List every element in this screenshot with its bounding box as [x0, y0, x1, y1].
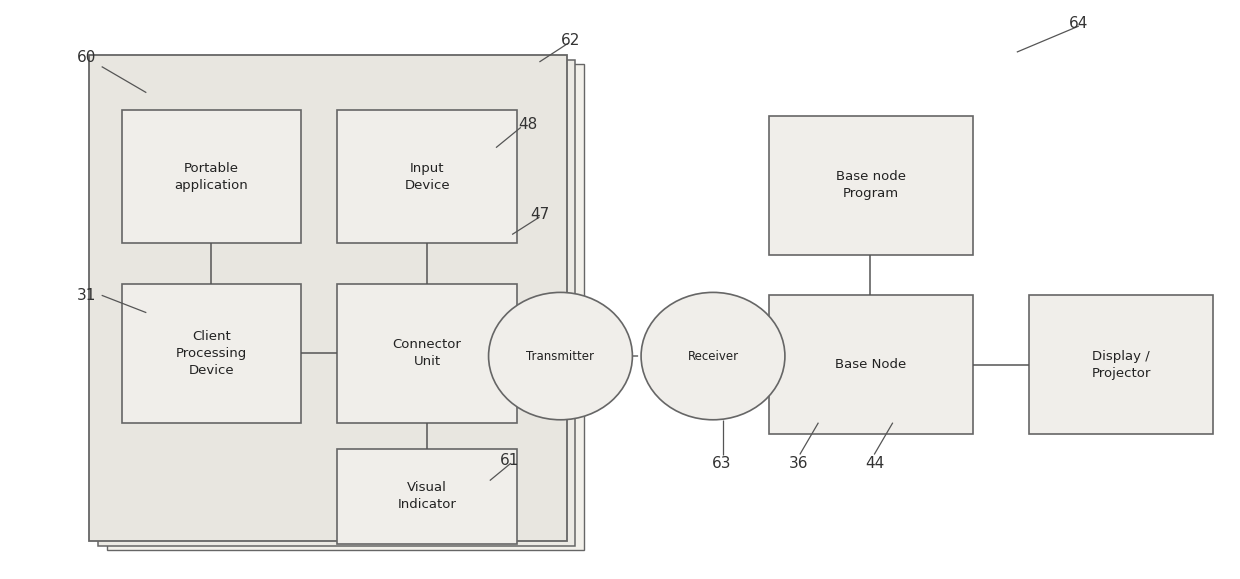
Text: Portable
application: Portable application — [175, 162, 248, 192]
Text: Connector
Unit: Connector Unit — [393, 338, 461, 368]
Text: Visual
Indicator: Visual Indicator — [398, 482, 456, 511]
Text: 47: 47 — [531, 207, 551, 222]
Text: 64: 64 — [1069, 16, 1089, 31]
Ellipse shape — [489, 292, 632, 420]
Text: Display /
Projector: Display / Projector — [1091, 350, 1151, 380]
Text: Base node
Program: Base node Program — [836, 170, 906, 200]
Text: 31: 31 — [77, 288, 97, 303]
Ellipse shape — [641, 292, 785, 420]
Text: Input
Device: Input Device — [404, 162, 450, 192]
Text: Base Node: Base Node — [836, 358, 906, 371]
Text: 44: 44 — [866, 456, 885, 471]
FancyBboxPatch shape — [89, 55, 567, 541]
Text: 60: 60 — [77, 50, 97, 65]
Text: 48: 48 — [518, 117, 538, 132]
Text: 62: 62 — [560, 33, 580, 48]
Text: 36: 36 — [789, 456, 808, 471]
Text: 63: 63 — [712, 456, 732, 471]
Text: Client
Processing
Device: Client Processing Device — [176, 329, 247, 377]
FancyBboxPatch shape — [98, 60, 575, 546]
Text: Receiver: Receiver — [687, 350, 739, 362]
FancyBboxPatch shape — [1029, 295, 1213, 434]
Text: 61: 61 — [500, 453, 520, 468]
FancyBboxPatch shape — [337, 284, 517, 423]
FancyBboxPatch shape — [769, 116, 973, 255]
FancyBboxPatch shape — [107, 64, 584, 550]
Text: Transmitter: Transmitter — [527, 350, 594, 362]
FancyBboxPatch shape — [122, 284, 301, 423]
FancyBboxPatch shape — [337, 449, 517, 544]
FancyBboxPatch shape — [769, 295, 973, 434]
FancyBboxPatch shape — [337, 110, 517, 243]
FancyBboxPatch shape — [122, 110, 301, 243]
